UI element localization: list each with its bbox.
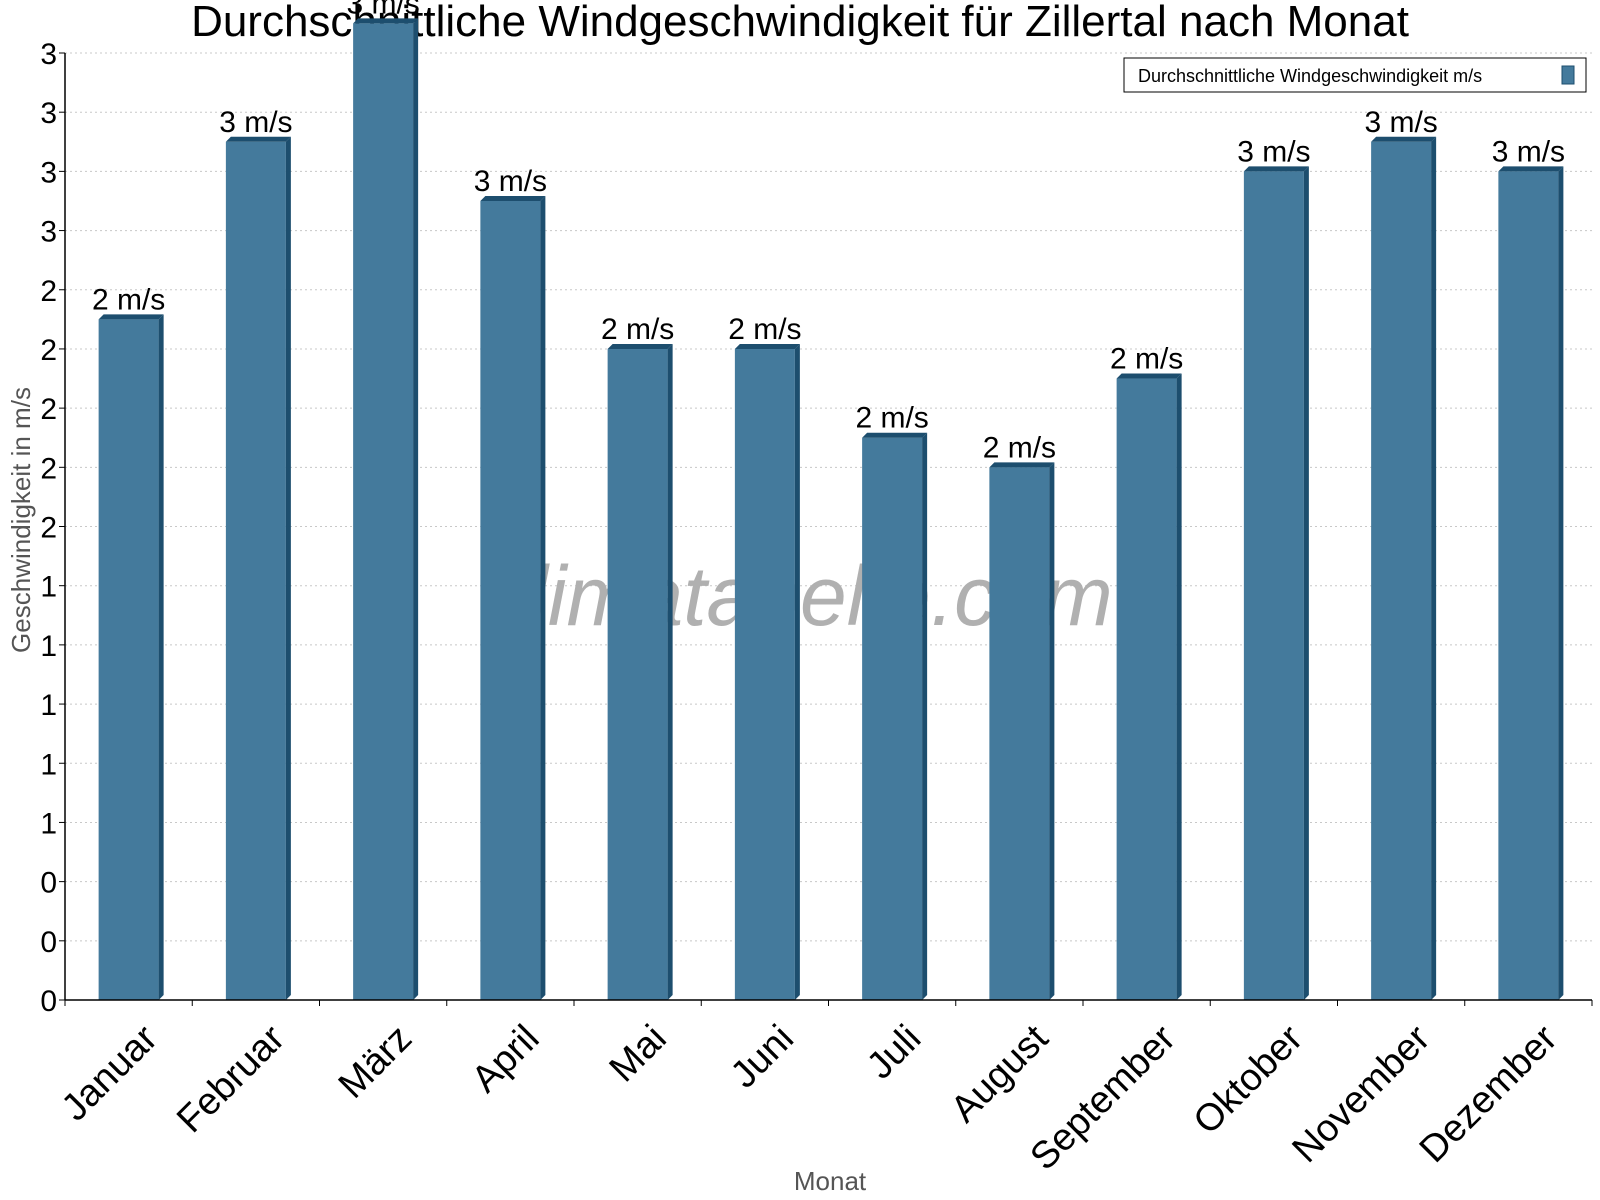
bar-top	[353, 18, 419, 24]
bar-top	[989, 462, 1055, 468]
x-tick-labels: Januar Februar März April Mai Juni Juli AugustS…	[54, 1017, 1566, 1178]
data-label: 2 m/s	[728, 313, 801, 346]
bar-top	[862, 432, 928, 438]
x-tick-label: Januar	[54, 1017, 166, 1129]
y-tick-label: 0	[40, 985, 57, 1018]
y-tick-label: 1	[40, 748, 57, 781]
y-tick-label: 3	[40, 156, 57, 189]
y-tick-label: 3	[40, 216, 57, 249]
bar-side	[1431, 136, 1437, 1000]
bar-top	[225, 136, 291, 142]
y-tick-label: 3	[40, 38, 57, 71]
x-tick-label: Mai	[602, 1017, 675, 1090]
bar	[1116, 378, 1177, 1000]
bar-top	[480, 195, 546, 201]
bar-side	[922, 432, 928, 1000]
data-label: 3 m/s	[346, 0, 419, 20]
x-tick-label: April	[464, 1017, 547, 1100]
bar-side	[540, 195, 546, 1000]
bar-top	[1243, 166, 1309, 172]
y-tick-label: 2	[40, 275, 57, 308]
bar-side	[1558, 166, 1564, 1000]
bar	[353, 23, 414, 1000]
data-label: 3 m/s	[1237, 135, 1310, 168]
legend-swatch	[1561, 65, 1575, 85]
bar-side	[1049, 462, 1055, 1000]
y-tick-label: 1	[40, 689, 57, 722]
y-tick-label: 2	[40, 452, 57, 485]
data-label: 3 m/s	[219, 106, 292, 139]
axes	[59, 52, 1593, 1006]
x-tick-label: Februar	[169, 1017, 293, 1141]
bar	[862, 437, 923, 1000]
y-tick-label: 0	[40, 867, 57, 900]
y-tick-labels: 0 0 0 1 1 1 1 1 2 2 2 2 2 3 3 3 3	[40, 38, 57, 1018]
bar-side	[285, 136, 291, 1000]
bars	[98, 18, 1564, 1000]
bar-side	[1176, 373, 1182, 1000]
y-tick-label: 1	[40, 807, 57, 840]
x-tick-label: Oktober	[1186, 1017, 1312, 1143]
y-tick-label: 2	[40, 512, 57, 545]
bar	[1498, 171, 1559, 1000]
y-tick-label: 0	[40, 926, 57, 959]
bar-top	[98, 314, 164, 320]
bar	[989, 467, 1050, 1000]
legend-box	[1123, 57, 1587, 93]
data-label: 2 m/s	[983, 431, 1056, 464]
x-tick-label: August	[943, 1017, 1057, 1131]
bar	[225, 141, 286, 1000]
data-label: 2 m/s	[601, 313, 674, 346]
y-axis-title: Geschwindigkeit in m/s	[6, 387, 36, 653]
legend-label: Durchschnittliche Windgeschwindigkeit m/…	[1138, 66, 1482, 86]
x-axis-title: Monat	[794, 1166, 867, 1196]
data-label: 2 m/s	[92, 283, 165, 316]
bar	[734, 348, 795, 1000]
y-tick-label: 1	[40, 571, 57, 604]
x-tick-label: Juli	[859, 1017, 929, 1087]
bar-side	[1303, 166, 1309, 1000]
bar	[98, 319, 159, 1000]
x-tick-label: November	[1285, 1017, 1439, 1171]
bar-top	[734, 343, 800, 349]
bar-top	[1498, 166, 1564, 172]
x-tick-label: Dezember	[1412, 1017, 1566, 1171]
bar-side	[667, 343, 673, 1000]
y-tick-label: 2	[40, 393, 57, 426]
bar	[1243, 171, 1304, 1000]
bar-side	[413, 18, 419, 1000]
bar	[480, 200, 541, 1000]
legend: Durchschnittliche Windgeschwindigkeit m/…	[1123, 57, 1587, 93]
gridlines	[65, 52, 1592, 942]
bar-top	[607, 343, 673, 349]
x-tick-label: Juni	[723, 1017, 802, 1096]
x-tick-label: März	[331, 1017, 420, 1106]
bar	[1371, 141, 1432, 1000]
bar-top	[1371, 136, 1437, 142]
data-labels: 2 m/s 3 m/s 3 m/s 3 m/s 2 m/s 2 m/s 2 m/s 2 m/s…	[92, 0, 1565, 464]
data-label: 3 m/s	[474, 165, 547, 198]
data-label: 3 m/s	[1492, 135, 1565, 168]
y-tick-label: 3	[40, 97, 57, 130]
bar	[607, 348, 668, 1000]
data-label: 3 m/s	[1364, 106, 1437, 139]
bar-side	[794, 343, 800, 1000]
bar-side	[158, 314, 164, 1000]
y-tick-label: 2	[40, 334, 57, 367]
data-label: 2 m/s	[1110, 343, 1183, 376]
y-tick-label: 1	[40, 630, 57, 663]
bar-top	[1116, 373, 1182, 379]
data-label: 2 m/s	[855, 402, 928, 435]
